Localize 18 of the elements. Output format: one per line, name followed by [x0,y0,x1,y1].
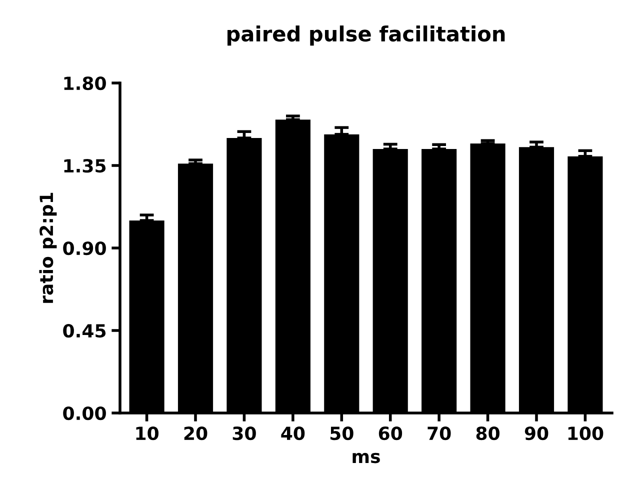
y-tick-label: 0.00 [63,406,106,420]
x-tick-label: 100 [568,426,604,440]
x-tick-label: 90 [524,426,548,440]
y-tick-label: 0.90 [63,241,106,256]
x-tick-label: 10 [136,426,158,440]
x-tick-label: 30 [232,426,256,440]
y-axis-title: ratio p2:p1 [39,192,57,303]
y-tick-label: 0.45 [63,324,106,338]
x-tick-label: 50 [330,426,354,440]
x-axis-title: ms [352,452,380,464]
x-tick-label: 60 [378,426,402,440]
y-tick-label: 1.80 [64,76,106,90]
chart-title: paired pulse facilitation [227,26,505,46]
x-tick-label: 40 [281,426,305,440]
x-tick-label: 20 [184,426,208,440]
x-tick-label: 80 [476,426,500,440]
x-tick-label: 70 [428,426,451,440]
y-tick-label: 1.35 [64,158,106,173]
